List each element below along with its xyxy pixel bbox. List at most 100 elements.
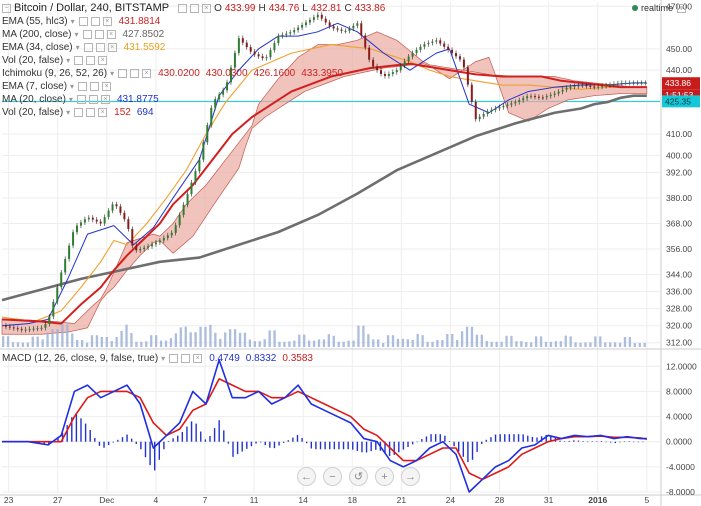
indicator-value: 426.1600: [253, 68, 296, 79]
candle-body: [466, 67, 469, 85]
collapse-icon[interactable]: −: [2, 4, 11, 13]
settings-icon[interactable]: [78, 82, 88, 91]
price-tick-label: 400.00: [666, 150, 692, 160]
histogram-bar: [623, 441, 626, 443]
visibility-icon[interactable]: [86, 56, 96, 65]
menu-icon[interactable]: ≡: [677, 3, 687, 13]
histogram-bar: [232, 441, 234, 457]
volume-bar: [288, 341, 291, 347]
price-tick-label: 344.00: [666, 270, 692, 280]
volume-bar: [179, 327, 182, 347]
indicator-value: 433.3950: [301, 68, 343, 79]
histogram-bar: [121, 437, 124, 442]
signal-value: 0.8332: [245, 353, 277, 364]
settings-icon[interactable]: [82, 30, 92, 39]
volume-bar: [633, 343, 636, 347]
candle-body: [281, 34, 284, 37]
candle-body: [4, 325, 7, 327]
settings-icon[interactable]: [83, 43, 93, 52]
candle-body: [28, 329, 31, 331]
close-icon[interactable]: ×: [98, 56, 108, 65]
volume-bar: [140, 341, 143, 347]
settings-icon[interactable]: [178, 4, 188, 13]
scroll-left-button[interactable]: ←: [297, 467, 316, 486]
close-icon[interactable]: ×: [98, 108, 108, 117]
histogram-bar: [444, 435, 446, 442]
candle-body: [514, 102, 517, 104]
visibility-icon[interactable]: [90, 82, 100, 91]
current-price-badge: 433.86: [665, 78, 691, 88]
visibility-icon[interactable]: [181, 354, 191, 363]
visibility-icon[interactable]: [94, 30, 104, 39]
visibility-icon[interactable]: [95, 43, 105, 52]
chevron-down-icon[interactable]: ▾: [70, 17, 75, 26]
close-icon[interactable]: ×: [107, 43, 117, 52]
volume-bar: [189, 332, 192, 347]
chevron-down-icon[interactable]: ▾: [66, 108, 71, 117]
chevron-down-icon[interactable]: ▾: [75, 43, 80, 52]
histogram-bar: [540, 436, 543, 442]
indicator-label: Vol (20, false): [2, 55, 64, 66]
histogram-bar: [200, 431, 202, 442]
candle-body: [415, 49, 418, 54]
close-icon[interactable]: ×: [202, 4, 212, 13]
candle-body: [190, 182, 193, 195]
visibility-icon[interactable]: [90, 17, 100, 26]
candle-body: [186, 194, 189, 205]
volume-bar: [446, 334, 449, 347]
histogram-bar: [223, 430, 225, 442]
signal-line: [2, 378, 647, 481]
candle-body: [72, 232, 75, 246]
close-value: 433.86: [354, 3, 386, 14]
chevron-down-icon[interactable]: ▾: [66, 56, 71, 65]
close-icon[interactable]: ×: [100, 95, 110, 104]
settings-icon[interactable]: [169, 354, 179, 363]
volume-bar: [485, 341, 488, 347]
candle-body: [605, 85, 608, 87]
candle-body: [577, 85, 580, 87]
visibility-icon[interactable]: [86, 108, 96, 117]
settings-icon[interactable]: [78, 17, 88, 26]
volume-bar: [229, 329, 232, 347]
chevron-down-icon[interactable]: ▾: [110, 69, 115, 78]
close-icon[interactable]: ×: [102, 82, 112, 91]
close-icon[interactable]: ×: [193, 354, 203, 363]
close-icon[interactable]: ×: [106, 30, 116, 39]
candle-body: [399, 65, 402, 71]
histogram-bar: [315, 441, 317, 450]
chevron-down-icon[interactable]: ▾: [161, 354, 166, 363]
chevron-down-icon[interactable]: ▾: [74, 30, 79, 39]
histogram-bar: [347, 441, 349, 450]
settings-icon[interactable]: [76, 95, 86, 104]
settings-icon[interactable]: [74, 56, 84, 65]
reset-button[interactable]: ↺: [349, 467, 368, 486]
visibility-icon[interactable]: [88, 95, 98, 104]
visibility-icon[interactable]: [190, 4, 200, 13]
scroll-right-button[interactable]: →: [401, 467, 420, 486]
chevron-down-icon[interactable]: ▾: [70, 82, 75, 91]
settings-icon[interactable]: [74, 108, 84, 117]
volume-bar: [530, 342, 533, 347]
histogram-bar: [600, 440, 603, 442]
settings-icon[interactable]: [118, 69, 128, 78]
candle-body: [553, 93, 556, 95]
volume-bar: [322, 339, 326, 347]
volume-bar: [332, 335, 335, 347]
chevron-down-icon[interactable]: ▾: [68, 95, 73, 104]
volume-bar: [11, 342, 15, 347]
candle-body: [158, 240, 161, 243]
close-icon[interactable]: ×: [142, 69, 152, 78]
candle-body: [56, 287, 59, 302]
indicator-value: 431.5592: [123, 42, 166, 53]
histogram-bar: [61, 433, 64, 442]
visibility-icon[interactable]: [130, 69, 140, 78]
candle-body: [245, 42, 248, 48]
zoom-out-button[interactable]: −: [323, 467, 342, 486]
close-icon[interactable]: ×: [102, 17, 112, 26]
histogram-bar: [140, 441, 142, 450]
time-tick-label: 27: [53, 495, 63, 505]
zoom-in-button[interactable]: +: [375, 467, 394, 486]
high-label: H: [258, 3, 266, 14]
histogram-bar: [573, 440, 575, 442]
